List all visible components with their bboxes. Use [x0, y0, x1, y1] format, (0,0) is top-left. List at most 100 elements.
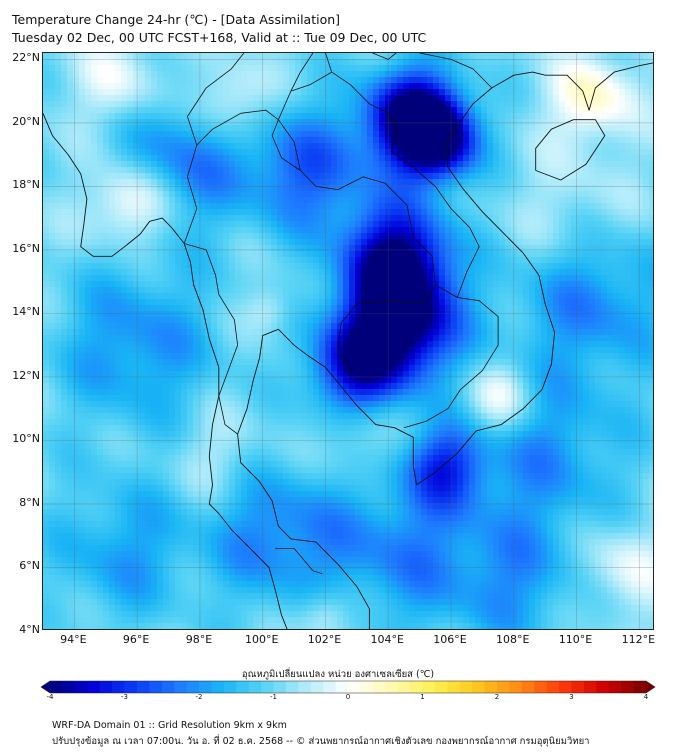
map-canvas — [43, 53, 653, 629]
colorbar-segment — [298, 681, 312, 693]
lat-tick-label: 20°N — [12, 114, 40, 128]
colorbar-segment — [310, 681, 324, 693]
colorbar-tick-label: -1 — [270, 693, 277, 701]
colorbar-tick-label: 4 — [643, 693, 649, 701]
country-border — [372, 53, 397, 60]
colorbar-segment — [385, 681, 399, 693]
colorbar-segment — [608, 681, 622, 693]
colorbar-segment — [447, 681, 461, 693]
colorbar-segment — [596, 681, 610, 693]
lat-tick-label: 14°N — [12, 305, 40, 319]
colorbar-segment — [50, 681, 63, 693]
colorbar-segment — [62, 681, 76, 693]
lat-tick-label: 8°N — [19, 495, 40, 509]
colorbar-segment — [186, 681, 200, 693]
country-border — [183, 109, 436, 374]
colorbar-tick-label: 1 — [420, 693, 425, 701]
coastline — [535, 119, 606, 181]
colorbar-min-arrow — [41, 681, 50, 693]
colorbar-segment — [434, 681, 448, 693]
colorbar-segment — [534, 681, 548, 693]
chart-title: Temperature Change 24-hr (℃) - [Data Ass… — [12, 12, 341, 27]
colorbar-tick-label: 3 — [569, 693, 574, 701]
lon-tick-label: 108°E — [496, 633, 530, 646]
lon-tick-label: 96°E — [122, 633, 150, 646]
colorbar-segment — [583, 681, 597, 693]
colorbar-segment — [112, 681, 125, 693]
colorbar-segments — [50, 681, 647, 693]
colorbar-segment — [211, 681, 225, 693]
colorbar-segment — [149, 681, 163, 693]
lat-tick-label: 18°N — [12, 178, 40, 192]
colorbar-segment — [261, 681, 274, 693]
country-border — [403, 284, 499, 429]
colorbar-segment — [571, 681, 585, 693]
coastline-group — [43, 62, 653, 629]
lon-tick-label: 112°E — [621, 633, 656, 646]
coastline — [43, 113, 288, 629]
temperature-field — [43, 53, 653, 629]
country-border — [271, 53, 314, 171]
colorbar-segment — [223, 681, 237, 693]
footer-model-info: WRF-DA Domain 01 :: Grid Resolution 9km … — [52, 720, 287, 731]
colorbar-segment — [323, 681, 336, 693]
colorbar-segment — [559, 681, 572, 693]
colorbar-segment — [199, 681, 212, 693]
lat-tick-label: 16°N — [12, 241, 40, 255]
lon-tick-label: 102°E — [307, 633, 342, 646]
colorbar-segment — [348, 681, 361, 693]
colorbar-max-arrow — [646, 681, 655, 693]
colorbar-segment — [74, 681, 88, 693]
colorbar-segment — [248, 681, 262, 693]
graticule — [43, 53, 653, 629]
colorbar-segment — [285, 681, 299, 693]
lon-tick-label: 98°E — [185, 633, 213, 646]
lon-tick-label: 104°E — [370, 633, 404, 646]
colorbar-segment — [509, 681, 523, 693]
colorbar-segment — [397, 681, 411, 693]
footer-credit: ปรับปรุงข้อมูล ณ เวลา 07:00น. วัน อ. ที่… — [52, 736, 590, 747]
lon-tick-label: 106°E — [433, 633, 467, 646]
colorbar-tick-label: 0 — [345, 693, 351, 701]
country-border — [290, 71, 332, 92]
country-border-group — [183, 53, 499, 575]
colorbar-segment — [360, 681, 374, 693]
colorbar-tick-label: 2 — [494, 693, 500, 701]
lon-tick-label: 100°E — [244, 633, 279, 646]
colorbar-segment — [546, 681, 560, 693]
colorbar-tick-label: -4 — [46, 693, 54, 701]
colorbar-outline — [40, 680, 656, 694]
coastline — [237, 62, 653, 629]
country-border — [325, 53, 480, 298]
lat-tick-label: 12°N — [12, 368, 40, 382]
colorbar-segment — [459, 681, 473, 693]
colorbar-segment — [87, 681, 101, 693]
colorbar-segment — [484, 681, 498, 693]
colorbar-segment — [621, 681, 634, 693]
country-border — [419, 53, 493, 89]
colorbar-tick-label: -3 — [121, 693, 128, 701]
country-border — [186, 53, 245, 146]
colorbar-segment — [174, 681, 187, 693]
lon-tick-label: 110°E — [558, 633, 593, 646]
lat-tick-label: 10°N — [12, 432, 40, 446]
chart-subtitle: Tuesday 02 Dec, 00 UTC FCST+168, Valid a… — [12, 30, 427, 45]
map-plot-area — [42, 52, 654, 630]
colorbar-tick-label: -2 — [195, 693, 203, 701]
colorbar — [40, 680, 656, 694]
colorbar-segment — [410, 681, 423, 693]
colorbar-segment — [273, 681, 287, 693]
lat-tick-label: 22°N — [12, 51, 40, 65]
colorbar-segment — [422, 681, 436, 693]
colorbar-segment — [335, 681, 349, 693]
lon-tick-label: 94°E — [60, 633, 87, 646]
country-border — [275, 547, 323, 575]
colorbar-title: อุณหภูมิเปลี่ยนแปลง หน่วย องศาเซลเซียส (… — [241, 669, 435, 680]
colorbar-segment — [633, 681, 647, 693]
colorbar-segment — [124, 681, 138, 693]
colorbar-segment — [161, 681, 175, 693]
colorbar-segment — [521, 681, 535, 693]
colorbar-segment — [497, 681, 510, 693]
lat-tick-label: 4°N — [19, 623, 40, 636]
colorbar-segment — [472, 681, 485, 693]
